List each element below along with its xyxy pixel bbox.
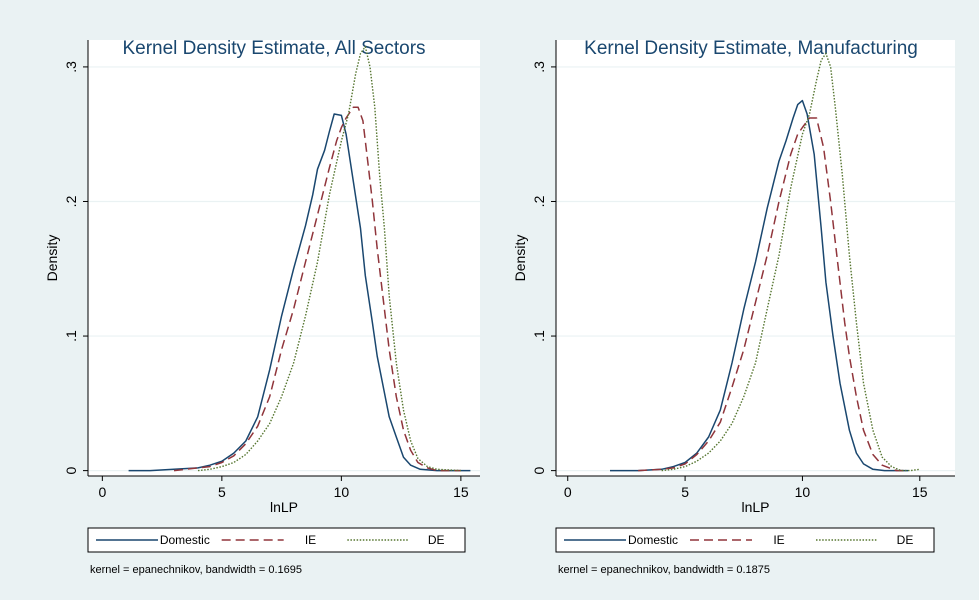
- legend-label-domestic: Domestic: [628, 533, 678, 547]
- chart-panel-2: 0 .1 .2 .3 0 5 10 15 lnLP Density Kernel Density E…: [512, 38, 955, 576]
- x-tick-label: 10: [795, 484, 811, 500]
- y-tick-label: 0: [63, 467, 79, 475]
- series-line-de: [197, 46, 461, 472]
- legend: Domestic IE DE: [87, 527, 466, 553]
- y-tick-label: .1: [63, 330, 79, 342]
- plot-area: [556, 40, 955, 476]
- x-tick-label: 0: [98, 484, 106, 500]
- y-axis-title: Density: [44, 235, 60, 282]
- x-tick-label: 5: [218, 484, 226, 500]
- y-tick-label: 0: [531, 467, 547, 475]
- chart-title: Kernel Density Estimate, Manufacturing: [584, 38, 918, 59]
- legend-label-ie: IE: [773, 533, 784, 547]
- chart-panel-1: 0 .1 .2 .3 0 5 10 15 lnLP Density Kernel Density E…: [44, 38, 480, 576]
- x-tick-label: 0: [564, 484, 572, 500]
- x-axis-title: lnLP: [270, 499, 298, 515]
- kernel-note: kernel = epanechnikov, bandwidth = 0.187…: [558, 564, 770, 576]
- legend-label-ie: IE: [305, 533, 316, 547]
- legend-label-domestic: Domestic: [160, 533, 210, 547]
- x-tick-label: 15: [453, 484, 469, 500]
- x-tick-label: 10: [334, 484, 350, 500]
- plot-region: [88, 40, 480, 476]
- plot-area: [88, 40, 480, 476]
- y-tick-label: .2: [531, 195, 547, 207]
- y-tick-label: .3: [531, 61, 547, 73]
- x-tick-label: 5: [681, 484, 689, 500]
- x-axis-title: lnLP: [741, 499, 769, 515]
- legend: Domestic IE DE: [555, 527, 935, 553]
- series-line-domestic: [610, 99, 909, 472]
- kernel-note: kernel = epanechnikov, bandwidth = 0.169…: [90, 564, 302, 576]
- y-axis-title: Density: [512, 235, 528, 282]
- y-tick-label: .1: [531, 330, 547, 342]
- series-line-domestic: [128, 113, 471, 472]
- series-line-de: [661, 52, 920, 472]
- y-tick-label: .2: [63, 195, 79, 207]
- plot-region: [556, 40, 955, 476]
- y-tick-label: .3: [63, 61, 79, 73]
- legend-label-de: DE: [897, 533, 914, 547]
- series-line-ie: [173, 106, 461, 472]
- chart-title: Kernel Density Estimate, All Sectors: [122, 38, 425, 59]
- x-tick-label: 15: [912, 484, 928, 500]
- chart-panels: 0 .1 .2 .3 0 5 10 15 lnLP Density Kernel Density E…: [44, 38, 955, 576]
- legend-label-de: DE: [428, 533, 445, 547]
- series-line-ie: [638, 117, 909, 472]
